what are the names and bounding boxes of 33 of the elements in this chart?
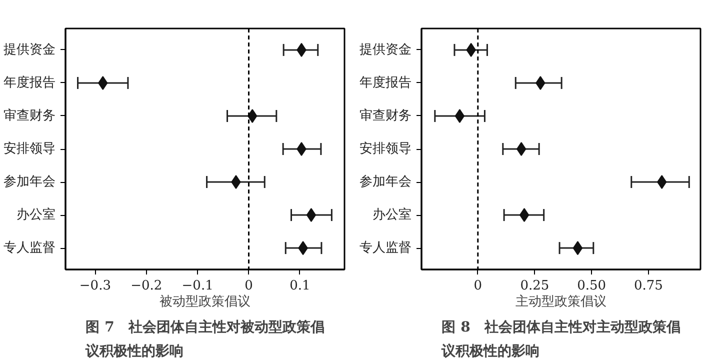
x-axis-title: 被动型政策倡议 xyxy=(160,294,250,310)
point xyxy=(454,108,465,123)
y-tick-label: 审查财务 xyxy=(4,107,56,124)
point xyxy=(306,208,316,222)
y-tick-label: 安排领导 xyxy=(4,140,56,156)
point xyxy=(516,142,526,156)
x-tick-label: 0.75 xyxy=(634,278,663,294)
text: 图 8 社会团体自主性对主动型政策倡议积极性的影响 xyxy=(440,318,680,360)
x-tick-label: −0.3 xyxy=(79,278,111,294)
y-tick-label: 审查财务 xyxy=(360,107,412,124)
x-tick-label: 0 xyxy=(474,278,482,294)
x-tick-label: 0 xyxy=(244,278,253,294)
text: 图 7 社会团体自主性对被动型政策倡议积极性的影响 xyxy=(84,318,324,360)
y-tick-label: 参加年会 xyxy=(4,174,56,190)
point xyxy=(296,142,306,156)
x-tick-label: 0.25 xyxy=(520,278,550,294)
y-tick-label: 办公室 xyxy=(372,206,412,223)
y-tick-label: 年度报告 xyxy=(360,74,412,90)
y-tick-label: 专人监督 xyxy=(4,240,56,256)
point xyxy=(572,241,583,256)
y-tick-label: 专人监督 xyxy=(360,240,412,256)
y-tick-label: 年度报告 xyxy=(4,74,56,90)
x-tick-label: −0.2 xyxy=(130,278,162,294)
x-axis-title: 主动型政策倡议 xyxy=(516,294,606,310)
x-tick-label: −0.1 xyxy=(182,278,214,294)
y-tick-label: 参加年会 xyxy=(360,174,412,190)
y-tick-label: 提供资金 xyxy=(360,42,412,58)
x-tick-label: 0.50 xyxy=(577,278,606,294)
y-tick-label: 办公室 xyxy=(16,206,56,223)
y-tick-label: 提供资金 xyxy=(4,42,56,58)
y-tick-label: 安排领导 xyxy=(360,140,412,156)
point xyxy=(519,208,530,222)
x-tick-label: 0.1 xyxy=(290,278,310,294)
